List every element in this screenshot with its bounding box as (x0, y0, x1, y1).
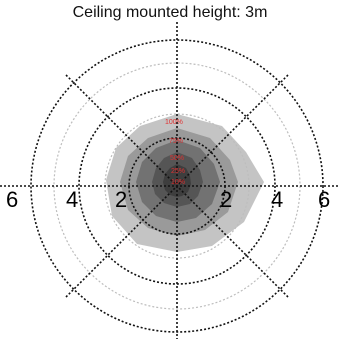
axis-label-left-4: 4 (66, 187, 78, 212)
axis-label-right-4: 4 (271, 187, 283, 212)
percent-label-75: 75% (169, 138, 183, 145)
diagram-title: Ceiling mounted height: 3m (72, 4, 268, 21)
percent-label-10: 10% (171, 179, 185, 186)
coverage-level-10 (163, 164, 191, 197)
axis-label-right-2: 2 (220, 187, 232, 212)
axis-label-left-6: 6 (6, 187, 18, 212)
percent-label-25: 25% (171, 168, 185, 175)
axis-label-left-2: 2 (115, 187, 127, 212)
axis-diagonal-2 (65, 74, 289, 298)
percent-label-100: 100% (165, 119, 183, 126)
percent-label-50: 50% (170, 155, 184, 162)
axis-label-right-6: 6 (318, 187, 330, 212)
